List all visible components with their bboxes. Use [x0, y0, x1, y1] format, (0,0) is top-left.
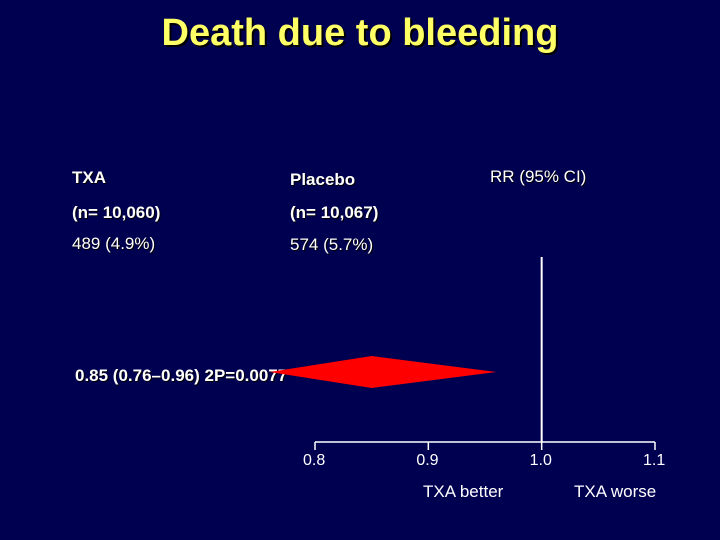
placebo-events: 574 (5.7%) [290, 235, 374, 254]
x-tick-label: 1.1 [643, 452, 666, 469]
x-tick-label: 1.0 [529, 452, 552, 469]
x-tick-label: 0.8 [303, 452, 326, 469]
txa-worse-label: TXA worse [574, 482, 657, 501]
txa-header: TXA [72, 168, 106, 187]
rr-header: RR (95% CI) [490, 167, 587, 186]
placebo-header: Placebo [290, 170, 356, 189]
txa-events: 489 (4.9%) [72, 234, 156, 253]
result-text: 0.85 (0.76–0.96) 2P=0.0077 [75, 366, 288, 385]
placebo-n: (n= 10,067) [290, 203, 379, 222]
estimate-diamond [269, 356, 497, 388]
txa-better-label: TXA better [423, 482, 504, 501]
x-tick-label: 0.9 [416, 452, 439, 469]
txa-n: (n= 10,060) [72, 203, 161, 222]
page-title: Death due to bleeding [161, 12, 559, 54]
